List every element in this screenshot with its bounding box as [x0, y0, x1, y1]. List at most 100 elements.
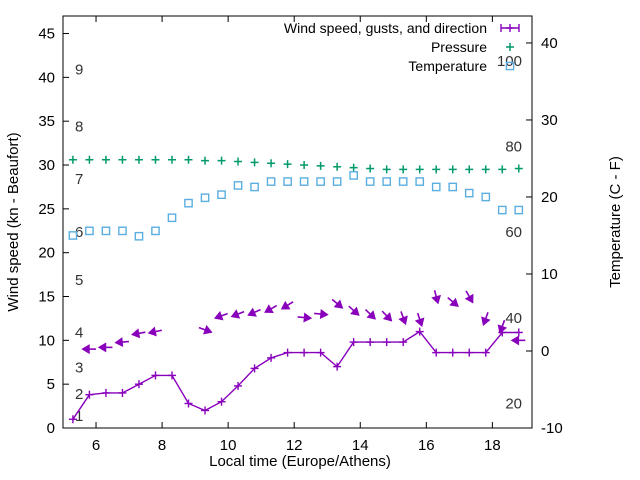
y2-tick-label: 30	[541, 112, 558, 129]
y-tick-label: 20	[38, 245, 55, 262]
gust-arrow-head	[114, 337, 124, 348]
y2-tick-label: 10	[541, 266, 558, 283]
gust-arrow-head	[382, 312, 393, 322]
x-tick-label: 10	[220, 437, 237, 454]
legend-label-1: Pressure	[431, 39, 487, 55]
y-axis-title: Wind speed (kn - Beaufort)	[5, 132, 22, 311]
temperature-point	[134, 231, 144, 241]
y-tick-label: 40	[38, 69, 55, 86]
y-tick-label: 0	[47, 420, 55, 437]
beaufort-label: 7	[75, 171, 83, 188]
temperature-point	[151, 226, 160, 236]
fahrenheit-label: 40	[505, 310, 522, 327]
gust-arrow-head	[280, 300, 291, 310]
beaufort-label: 4	[75, 325, 83, 342]
gust-arrow	[314, 309, 329, 320]
gust-arrow	[431, 290, 441, 305]
gust-arrow-head	[398, 315, 408, 326]
temperature-point	[101, 226, 111, 236]
temperature-point	[167, 213, 177, 223]
gust-arrow	[131, 328, 146, 339]
temperature-point	[431, 182, 441, 192]
wind-speed-line	[72, 330, 519, 420]
gust-arrow	[497, 319, 508, 334]
temperature-point	[365, 177, 375, 186]
beaufort-scale-labels: 1 2 3 4 5 6 7 8 9	[75, 62, 83, 425]
temperature-point	[118, 226, 127, 236]
beaufort-label: 8	[75, 119, 83, 136]
x-tick-label: 16	[418, 437, 435, 454]
series-wind	[68, 327, 523, 424]
y-tick-label: 25	[38, 201, 55, 218]
x-tick-label: 8	[158, 437, 166, 454]
x-tick-label: 18	[484, 437, 501, 454]
gust-arrow	[297, 312, 313, 323]
series-temperature	[68, 171, 524, 241]
temperature-point	[184, 198, 193, 208]
temperature-point	[382, 177, 392, 186]
gust-arrow	[213, 310, 228, 321]
temperature-point	[398, 177, 408, 186]
y2-axis-ticks: -10 0 10 20 30 40	[526, 35, 563, 437]
gust-arrow-head	[303, 312, 313, 323]
y2-tick-label: 20	[541, 189, 558, 206]
legend-label-2: Temperature	[408, 58, 487, 74]
gust-direction-layer	[81, 290, 526, 355]
y-tick-label: 30	[38, 157, 55, 174]
y-tick-label: 45	[38, 26, 55, 43]
beaufort-label: 3	[75, 360, 83, 377]
gust-arrow	[481, 312, 491, 326]
temperature-point	[233, 181, 243, 190]
gust-arrow	[348, 305, 360, 316]
gust-arrow-head	[497, 324, 508, 334]
temperature-point	[415, 177, 425, 186]
gust-arrow	[447, 296, 459, 307]
y2-axis-title: Temperature (C - F)	[607, 156, 624, 288]
temperature-point	[332, 177, 342, 186]
gust-arrow	[510, 335, 526, 346]
gust-arrow	[364, 308, 376, 320]
gust-arrow-head	[431, 294, 441, 305]
temperature-point	[349, 171, 358, 180]
gust-arrow-head	[247, 307, 257, 317]
temperature-point	[283, 177, 292, 186]
gust-arrow-head	[213, 310, 224, 321]
temperature-point	[316, 177, 325, 186]
gust-arrow-head	[481, 316, 491, 326]
gust-arrow	[264, 304, 278, 313]
fahrenheit-label: 80	[505, 138, 522, 155]
gust-arrow-head	[81, 344, 90, 355]
beaufort-label: 1	[75, 408, 83, 425]
gust-arrow-head	[414, 317, 425, 327]
plot-border	[62, 15, 533, 429]
temperature-point	[200, 193, 210, 203]
beaufort-label: 5	[75, 272, 83, 289]
gust-arrow	[81, 344, 96, 355]
temperature-point	[85, 226, 94, 236]
gust-arrow	[247, 307, 261, 317]
gust-arrow	[230, 309, 245, 319]
plot-frame	[62, 15, 533, 429]
x-axis-ticks: 6 8 10 12 14 16 18	[92, 16, 501, 454]
y2-tick-label: 40	[541, 35, 558, 52]
gust-arrow-head	[510, 335, 520, 346]
temperature-point	[217, 190, 226, 200]
gust-arrow	[414, 312, 425, 327]
gust-arrow-head	[230, 309, 241, 319]
gust-arrow-head	[97, 342, 107, 353]
temperature-point	[464, 188, 474, 198]
temperature-point	[497, 205, 507, 215]
x-tick-label: 12	[286, 437, 303, 454]
temperature-point	[448, 182, 458, 192]
y-tick-label: 35	[38, 113, 55, 130]
gust-arrow	[398, 311, 408, 326]
fahrenheit-scale-labels: 20 40 60 80 100	[497, 53, 522, 413]
gust-arrow	[198, 325, 213, 335]
gust-arrow	[464, 290, 474, 304]
y-axis-ticks: 0 5 10 15 20 25 30 35 40 45	[38, 26, 69, 437]
fahrenheit-label: 60	[505, 224, 522, 241]
temperature-point	[299, 177, 309, 186]
gust-arrow	[381, 310, 393, 322]
